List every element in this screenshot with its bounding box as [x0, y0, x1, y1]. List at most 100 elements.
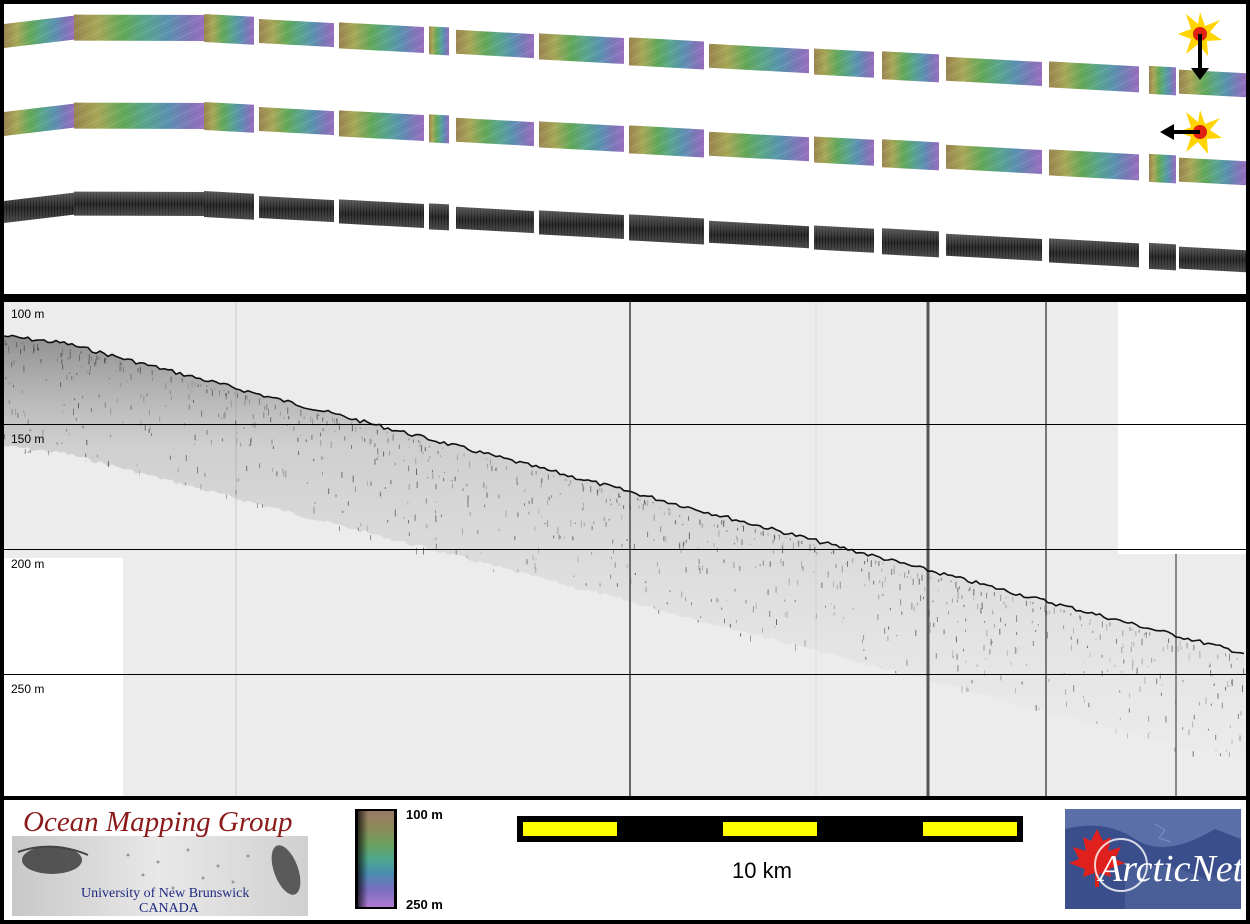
- scatter-mark: [865, 656, 867, 660]
- scatter-mark: [524, 489, 526, 493]
- scatter-mark: [298, 420, 300, 424]
- scatter-mark: [516, 476, 518, 483]
- scatter-mark: [647, 500, 649, 507]
- scatter-mark: [416, 547, 418, 555]
- scatter-mark: [120, 362, 122, 365]
- scatter-mark: [759, 563, 761, 567]
- scatter-mark: [347, 501, 349, 506]
- scatter-mark: [701, 523, 703, 528]
- scatter-mark: [316, 413, 318, 420]
- scatter-mark: [971, 679, 973, 684]
- scatter-mark: [427, 477, 429, 479]
- scatter-mark: [338, 423, 340, 430]
- scatter-mark: [219, 390, 220, 397]
- scatter-mark: [1132, 664, 1134, 671]
- scatter-mark: [913, 606, 915, 612]
- scatter-mark: [122, 421, 124, 424]
- scatter-mark: [235, 420, 237, 425]
- scatter-mark: [98, 356, 100, 360]
- scatter-mark: [526, 559, 528, 565]
- scatter-mark: [45, 378, 47, 381]
- scatter-mark: [553, 475, 555, 477]
- scatter-mark: [211, 390, 213, 396]
- scatter-mark: [427, 459, 429, 462]
- scatter-mark: [1000, 617, 1002, 622]
- scatter-mark: [1177, 645, 1179, 652]
- scatter-mark: [486, 492, 488, 498]
- scatter-mark: [94, 362, 96, 367]
- scatter-mark: [585, 583, 587, 587]
- scatter-mark: [1121, 647, 1123, 653]
- scatter-mark: [1081, 624, 1083, 626]
- scatter-mark: [950, 580, 952, 583]
- scatter-mark: [779, 535, 780, 540]
- scatter-mark: [884, 576, 886, 583]
- scatter-mark: [733, 542, 735, 545]
- scatter-mark: [1236, 658, 1238, 660]
- scatter-mark: [1225, 686, 1227, 691]
- scatter-mark: [243, 427, 245, 429]
- scatter-mark: [887, 635, 889, 641]
- scatter-mark: [85, 460, 87, 462]
- scatter-mark: [1128, 708, 1130, 713]
- scatter-mark: [310, 416, 312, 422]
- scatter-mark: [322, 428, 324, 432]
- scatter-mark: [547, 520, 548, 527]
- scatter-mark: [439, 455, 441, 457]
- scatter-mark: [1099, 634, 1101, 640]
- scatter-mark: [1193, 714, 1195, 720]
- scatter-mark: [262, 504, 263, 508]
- scatter-mark: [79, 354, 80, 361]
- scatter-mark: [63, 404, 65, 406]
- scatter-mark: [833, 550, 835, 554]
- scatter-mark: [322, 417, 324, 422]
- depth-gridline-200: [4, 549, 1246, 550]
- scatter-mark: [832, 549, 834, 553]
- scatter-mark: [184, 482, 186, 485]
- scatter-mark: [91, 356, 93, 362]
- scatter-mark: [389, 450, 391, 456]
- scatter-mark: [60, 382, 62, 388]
- backscatter-strip: [4, 190, 1246, 273]
- scatter-mark: [1048, 679, 1050, 682]
- scatter-mark: [678, 544, 680, 548]
- scatter-mark: [1071, 644, 1072, 651]
- scatter-mark: [351, 445, 352, 449]
- strip-segment-texture: [629, 37, 704, 70]
- scatter-mark: [1240, 711, 1242, 716]
- scatter-mark: [861, 568, 863, 572]
- scatter-mark: [505, 510, 507, 517]
- scatter-mark: [398, 444, 400, 449]
- scatter-mark: [1063, 610, 1065, 613]
- scatter-mark: [969, 587, 971, 591]
- scatter-mark: [899, 584, 901, 591]
- scatter-mark: [582, 502, 584, 510]
- scatter-mark: [835, 563, 837, 568]
- scatter-mark: [698, 558, 700, 565]
- scatter-mark: [833, 612, 835, 616]
- scatter-mark: [700, 616, 702, 618]
- scatter-mark: [204, 472, 206, 477]
- scatter-mark: [56, 358, 58, 362]
- scatter-mark: [1106, 624, 1108, 631]
- scatter-mark: [487, 463, 488, 469]
- scatter-mark: [957, 665, 959, 672]
- scatter-mark: [680, 548, 682, 554]
- scatter-mark: [713, 543, 715, 548]
- scatter-mark: [723, 520, 725, 527]
- scatter-mark: [813, 544, 815, 546]
- scatter-mark: [1180, 647, 1182, 650]
- scatter-mark: [532, 555, 534, 561]
- scatter-mark: [653, 606, 655, 609]
- scatter-mark: [773, 534, 775, 541]
- scatter-mark: [568, 484, 570, 486]
- scatter-mark: [1046, 632, 1048, 639]
- scatter-mark: [342, 510, 344, 513]
- scatter-mark: [626, 564, 628, 568]
- depth-label-200: 200 m: [11, 557, 45, 571]
- scatter-mark: [740, 633, 742, 637]
- scatter-mark: [599, 583, 601, 587]
- scatter-mark: [355, 426, 357, 433]
- scatter-mark: [583, 486, 584, 493]
- scatter-mark: [300, 409, 302, 417]
